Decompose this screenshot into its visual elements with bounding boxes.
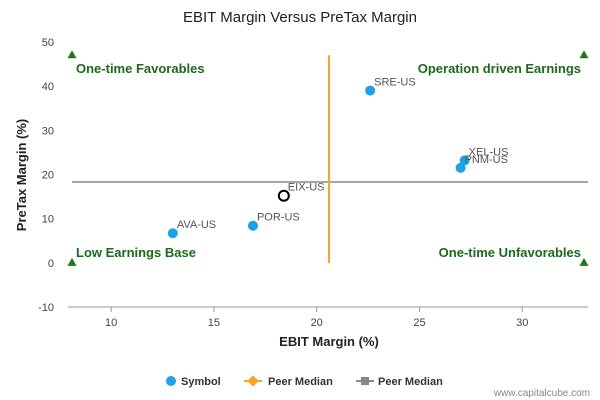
data-point (167, 228, 178, 239)
y-tick-label: 20 (42, 170, 54, 182)
chart-title: EBIT Margin Versus PreTax Margin (183, 9, 417, 26)
x-axis-ticks: 10 15 20 25 30 (105, 307, 528, 329)
legend-diamond-icon (247, 375, 259, 387)
quadrant-label-bottom-right: One-time Unfavorables (439, 245, 581, 260)
quadrant-labels: One-time Favorables Operation driven Ear… (76, 61, 581, 260)
x-tick-label: 10 (105, 317, 117, 329)
data-point-label: EIX-US (288, 182, 325, 194)
legend: Symbol Peer Median Peer Median (166, 375, 443, 388)
data-point-label: POR-US (257, 212, 300, 224)
legend-peer-median-x-label: Peer Median (268, 376, 333, 388)
y-tick-label: 30 (42, 125, 54, 137)
legend-symbol-marker (166, 376, 176, 386)
quadrant-marker-top-right (579, 50, 589, 59)
data-point-label: SRE-US (374, 77, 416, 89)
legend-peer-median-y-label: Peer Median (378, 376, 443, 388)
quadrant-marker-bottom-left (67, 257, 77, 266)
y-tick-label: 0 (48, 258, 54, 270)
data-point-label: XEL-US (469, 146, 509, 158)
credit-text: www.capitalcube.com (493, 388, 590, 399)
quadrant-label-top-right: Operation driven Earnings (418, 61, 581, 76)
legend-item-symbol[interactable]: Symbol (166, 376, 221, 388)
data-point-highlight (277, 189, 290, 202)
legend-square-icon (361, 377, 369, 385)
quadrant-label-bottom-left: Low Earnings Base (76, 245, 196, 260)
quadrant-label-top-left: One-time Favorables (76, 61, 205, 76)
quadrant-marker-top-left (67, 50, 77, 59)
y-tick-label: 10 (42, 214, 54, 226)
quadrant-marker-bottom-right (579, 257, 589, 266)
legend-symbol-label: Symbol (181, 376, 221, 388)
x-tick-label: 25 (413, 317, 425, 329)
legend-item-peer-median-x[interactable]: Peer Median (244, 375, 333, 388)
y-axis-ticks: -10 0 10 20 30 40 50 (38, 37, 54, 314)
legend-item-peer-median-y[interactable]: Peer Median (356, 376, 443, 388)
x-tick-label: 30 (516, 317, 528, 329)
x-axis-title: EBIT Margin (%) (279, 334, 379, 349)
data-point (459, 155, 470, 166)
x-tick-label: 20 (311, 317, 323, 329)
data-point (365, 85, 376, 96)
y-tick-label: -10 (38, 302, 54, 314)
quadrant-markers (67, 50, 589, 266)
data-point-label: AVA-US (177, 219, 216, 231)
y-axis-title: PreTax Margin (%) (14, 119, 29, 231)
y-tick-label: 40 (42, 81, 54, 93)
data-point (455, 162, 466, 173)
y-tick-label: 50 (42, 37, 54, 49)
peer-median-lines (72, 55, 588, 263)
x-tick-label: 15 (208, 317, 220, 329)
data-point (247, 220, 258, 231)
data-point-label: PNM-US (465, 154, 508, 166)
